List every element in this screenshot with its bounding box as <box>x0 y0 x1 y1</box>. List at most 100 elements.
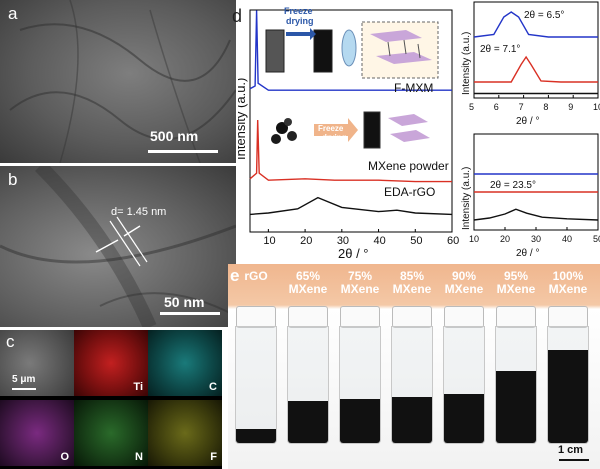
vial-label-line: MXene <box>496 282 536 296</box>
eds-label-f: F <box>210 451 217 463</box>
eds-label-n: N <box>135 451 143 463</box>
panel-e-label: e <box>230 266 240 285</box>
x-tick-label-2-3: 40 <box>562 234 572 244</box>
d-spacing-arrow-left <box>95 239 119 253</box>
xrd-low-angle-ylabel: Intensity (a.u.) <box>461 32 472 95</box>
x-tick-label-1-0: 5 <box>469 102 474 112</box>
x-tick-label-0-1: 20 <box>300 235 312 247</box>
series-line-1-1 <box>474 55 598 83</box>
mxene-inset <box>271 111 430 149</box>
x-tick-label-0-0: 10 <box>263 235 275 247</box>
panel-b-texture <box>0 166 236 327</box>
mxene-arrow-icon <box>314 118 358 142</box>
xrd-broad-peak-chart: 10 20 30 40 50 Intensity (a.u.) 2θ / ° 2θ = … <box>461 133 600 259</box>
series-line-0-2 <box>249 196 453 216</box>
vial-cap-2 <box>340 306 380 328</box>
vial-body-2 <box>339 326 381 444</box>
x-tick-label-0-5: 60 <box>447 235 459 247</box>
vial-label-line: MXene <box>340 282 380 296</box>
panel-a-scale-bar <box>148 150 218 153</box>
series-line-0-1 <box>249 119 452 183</box>
fmxm-chains <box>387 39 421 59</box>
x-tick-label-1-1: 6 <box>494 102 499 112</box>
vial-label-line: MXene <box>392 282 432 296</box>
vial-body-6 <box>547 326 589 444</box>
vial-label-line: 65% <box>295 269 321 283</box>
legend-mxene-powder: MXene powder <box>368 159 449 173</box>
eds-map-c: C <box>148 330 222 396</box>
x-tick-label-1-2: 7 <box>519 102 524 112</box>
vial-label-line: rGO <box>244 269 268 283</box>
x-tick-label-1-4: 9 <box>568 102 573 112</box>
vial-label-6: 100% MXene <box>544 270 592 296</box>
vial-label-4: 90% MXene <box>440 270 488 296</box>
x-tick-label-2-4: 50 <box>593 234 600 244</box>
vial-cap-5 <box>496 306 536 328</box>
vial-label-1: 65% MXene <box>284 270 332 296</box>
vial-cap-4 <box>444 306 484 328</box>
panel-e-scale-text: 1 cm <box>558 444 584 456</box>
vial-body-0 <box>235 326 277 444</box>
legend-eda-rgo: EDA-rGO <box>384 185 435 199</box>
xrd-main-ylabel: Intensity (a.u.) <box>238 78 248 160</box>
panel-b-label: b <box>8 170 18 189</box>
vial-cap-3 <box>392 306 432 328</box>
xrd-broad-peak-xlabel: 2θ / ° <box>516 248 539 259</box>
vial-fill-5 <box>496 371 536 443</box>
eds-label-o: O <box>60 451 69 463</box>
panel-a-scale-text: 500 nm <box>150 128 199 144</box>
vial-label-line: 95% <box>503 269 529 283</box>
eds-map-f: F <box>148 400 222 466</box>
mxene-sheet-2 <box>390 130 430 142</box>
vial-body-4 <box>443 326 485 444</box>
vial-cap-6 <box>548 306 588 328</box>
vial-body-5 <box>495 326 537 444</box>
fmxm-cylinder-icon <box>341 29 357 67</box>
vial-fill-1 <box>288 401 328 443</box>
d-spacing-label: d= 1.45 nm <box>111 206 167 218</box>
mxene-particle-1 <box>276 122 288 134</box>
panel-d-label: d <box>232 6 243 26</box>
vial-label-line: 100% <box>552 269 584 283</box>
vial-label-0: rGO <box>232 270 280 283</box>
vial-body-3 <box>391 326 433 444</box>
eds-map-n: N <box>74 400 148 466</box>
x-tick-label-0-4: 50 <box>410 235 422 247</box>
panel-c-label: c <box>6 332 15 351</box>
x-tick-label-2-1: 20 <box>500 234 510 244</box>
annotation-23-5: 2θ = 23.5° <box>490 180 536 191</box>
x-tick-label-1-3: 8 <box>543 102 548 112</box>
panel-b-tem-image: b d= 1.45 nm 50 nm <box>0 166 236 327</box>
series-line-1-0 <box>473 11 598 38</box>
x-tick-label-0-3: 40 <box>374 235 386 247</box>
vial-label-3: 85% MXene <box>388 270 436 296</box>
fmxm-vial-2 <box>313 29 333 73</box>
xrd-main-chart: 10 20 30 40 50 60 Intensity (a.u.) 2θ / ° F-M… <box>238 6 459 261</box>
fmxm-inset <box>265 21 439 79</box>
panel-a-label: a <box>8 4 18 23</box>
vial-cap-1 <box>288 306 328 328</box>
eds-label-c: C <box>209 381 217 393</box>
xrd-broad-peak-ylabel: Intensity (a.u.) <box>461 167 472 230</box>
vial-label-5: 95% MXene <box>492 270 540 296</box>
vial-fill-2 <box>340 398 380 443</box>
vial-label-line: MXene <box>444 282 484 296</box>
freeze-label-top-1: Freeze <box>284 6 313 16</box>
xrd-low-angle-chart: 5 6 7 8 9 10 Intensity (a.u.) 2θ / ° 2θ = 6.5… <box>461 1 600 127</box>
mxene-particle-2 <box>287 131 297 141</box>
xrd-main-xlabel: 2θ / ° <box>338 246 369 261</box>
fmxm-sheet-1 <box>370 30 422 42</box>
panel-e-scale-bar <box>559 459 589 461</box>
mxene-sheet-1 <box>388 114 428 126</box>
d-spacing-line-1 <box>109 220 141 267</box>
annotation-7-1: 2θ = 7.1° <box>480 44 520 55</box>
freeze-label-mid-2: drying <box>322 133 347 142</box>
series-line-0-0 <box>249 10 452 91</box>
vial-label-line: 90% <box>451 269 477 283</box>
eds-map-ti: Ti <box>74 330 148 396</box>
vial-fill-0 <box>236 429 276 443</box>
panel-b-scale-text: 50 nm <box>164 294 205 310</box>
vial-label-2: 75% MXene <box>336 270 384 296</box>
mxene-vial <box>363 111 381 149</box>
panel-e-vial-photo: e rGO 65% MXene 75% MXene 85% MXene 90% MXene 95%… <box>228 264 600 469</box>
